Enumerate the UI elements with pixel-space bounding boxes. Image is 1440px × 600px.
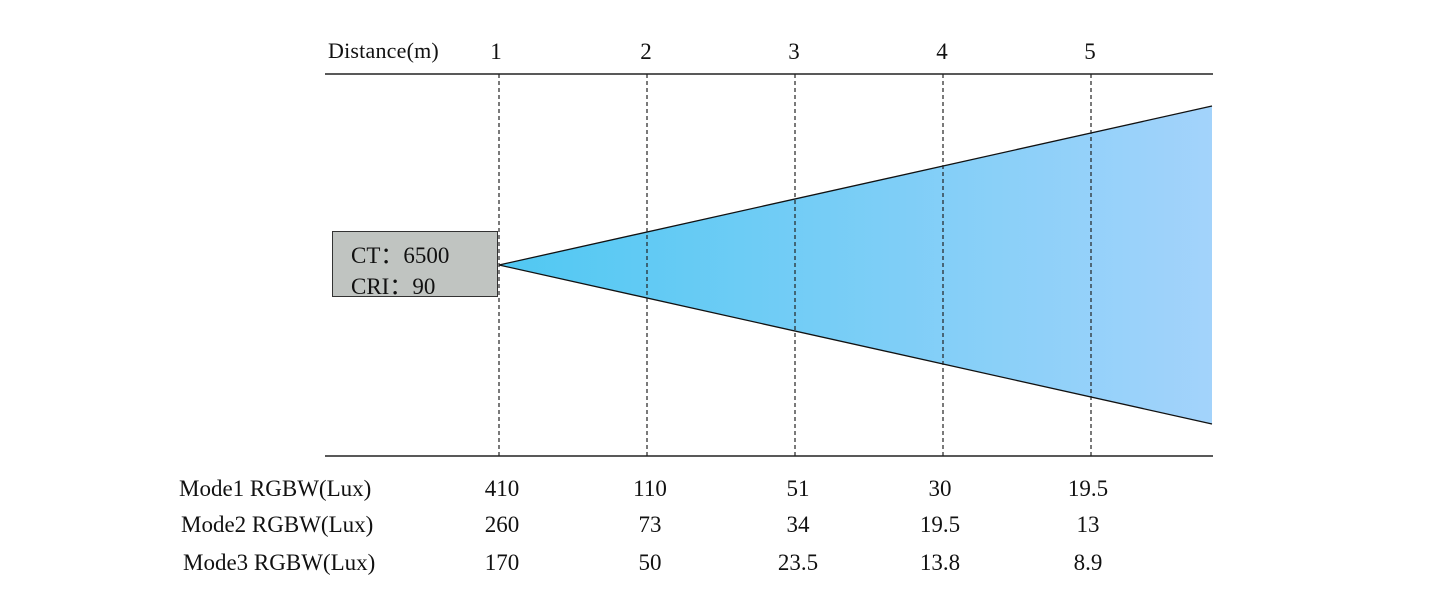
mode3-value-2m: 50 xyxy=(638,550,662,575)
distance-axis-label: Distance(m) xyxy=(328,38,439,63)
mode3-value-5m: 8.9 xyxy=(1073,550,1103,575)
light-beam xyxy=(499,106,1212,424)
mode2-value-1m: 260 xyxy=(484,512,520,537)
mode1-value-2m: 110 xyxy=(633,476,667,501)
distance-tick-4: 4 xyxy=(936,39,948,64)
mode2-value-5m: 13 xyxy=(1076,512,1100,537)
mode1-value-3m: 51 xyxy=(786,476,810,501)
color-temperature-text: CT：6500 xyxy=(351,243,450,268)
distance-tick-5: 5 xyxy=(1084,39,1096,64)
beam-lower-edge xyxy=(498,264,1213,425)
mode3-value-4m: 13.8 xyxy=(919,550,961,575)
distance-tick-2: 2 xyxy=(640,39,652,64)
mode3-label: Mode3 RGBW(Lux) xyxy=(183,550,376,575)
mode2-value-2m: 73 xyxy=(638,512,662,537)
mode2-value-4m: 19.5 xyxy=(919,512,961,537)
mode2-value-3m: 34 xyxy=(786,512,810,537)
mode2-label: Mode2 RGBW(Lux) xyxy=(181,512,374,537)
light-source-box: CT：6500 CRI：90 xyxy=(332,231,498,299)
mode1-value-5m: 19.5 xyxy=(1067,476,1109,501)
mode1-label: Mode1 RGBW(Lux) xyxy=(179,476,372,501)
mode3-value-3m: 23.5 xyxy=(777,550,819,575)
distance-tick-1: 1 xyxy=(490,39,502,64)
mode1-value-4m: 30 xyxy=(928,476,952,501)
beam-upper-edge xyxy=(498,105,1213,266)
distance-tick-3: 3 xyxy=(788,39,800,64)
mode3-value-1m: 170 xyxy=(484,550,520,575)
color-rendering-index-text: CRI：90 xyxy=(351,274,436,299)
mode1-value-1m: 410 xyxy=(484,476,520,501)
